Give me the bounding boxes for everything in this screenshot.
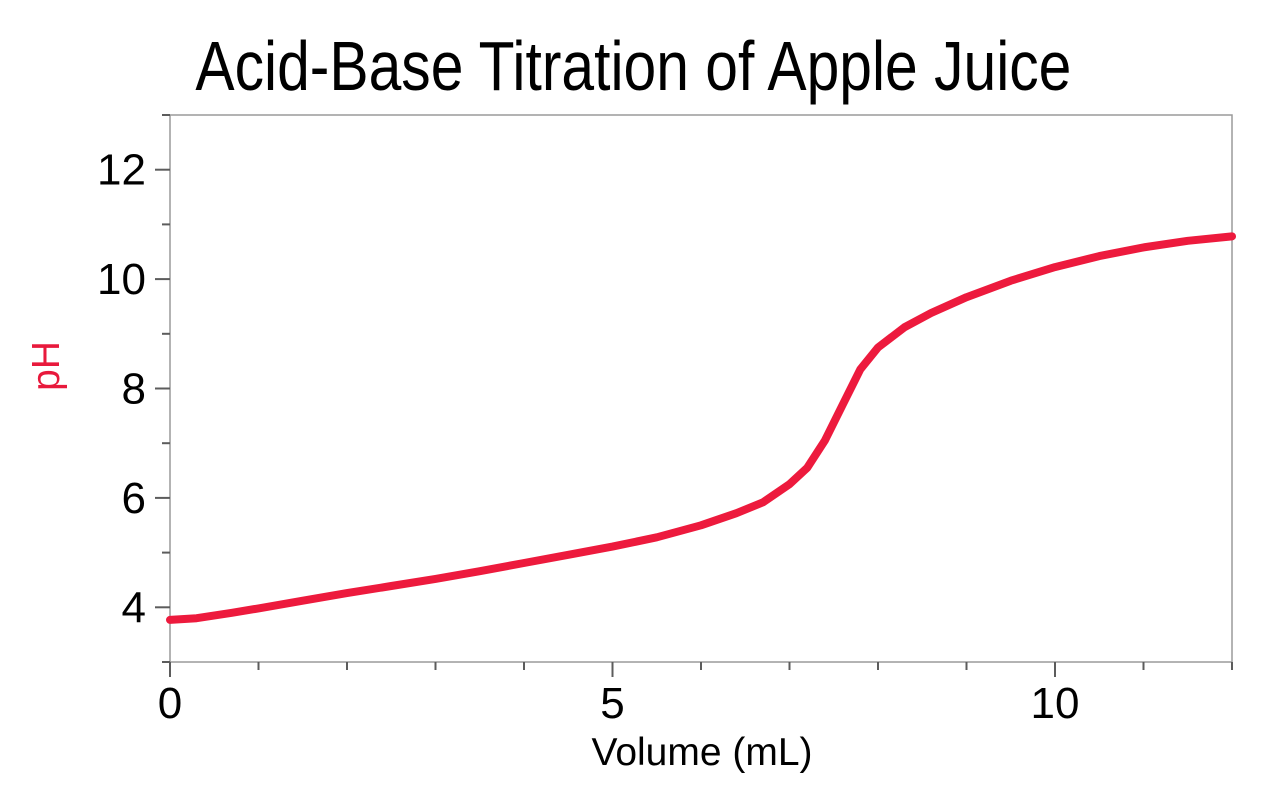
chart-title: Acid-Base Titration of Apple Juice xyxy=(0,30,1266,102)
y-tick-label: 4 xyxy=(122,583,146,632)
x-tick-label: 10 xyxy=(1031,679,1080,728)
y-tick-label: 12 xyxy=(97,146,146,195)
y-tick-label: 10 xyxy=(97,255,146,304)
y-tick-label: 6 xyxy=(122,474,146,523)
x-axis-title: Volume (mL) xyxy=(591,731,813,774)
x-tick-label: 0 xyxy=(158,679,182,728)
chart-title-text: Acid-Base Titration of Apple Juice xyxy=(195,27,1071,105)
y-axis-title: pH xyxy=(25,341,68,391)
y-tick-label: 8 xyxy=(122,365,146,414)
titration-curve xyxy=(166,232,1236,624)
plot-frame xyxy=(169,114,1233,663)
x-tick-label: 5 xyxy=(600,679,624,728)
